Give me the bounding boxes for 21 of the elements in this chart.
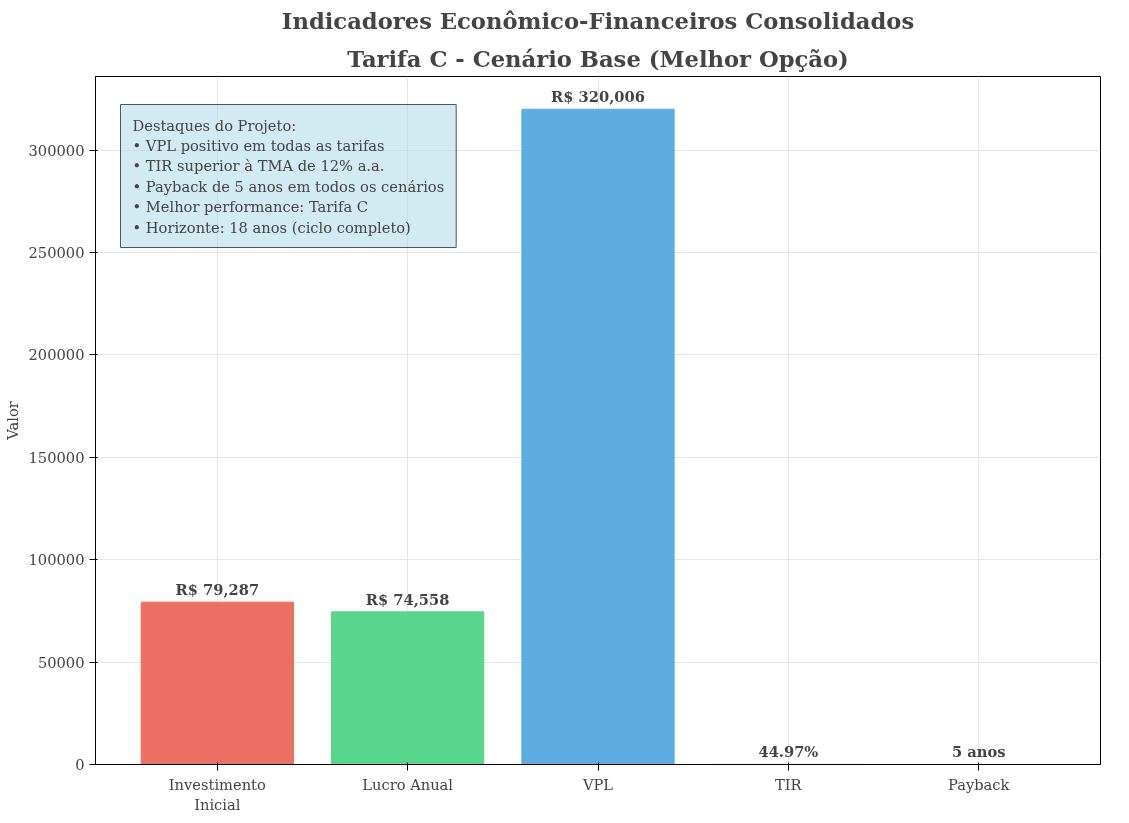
chart-title: Indicadores Econômico-Financeiros Consolidados [281, 7, 915, 34]
y-tick-label: 50000 [37, 653, 85, 671]
chart-subtitle: Tarifa C - Cenário Base (Melhor Opção) [347, 45, 849, 72]
data-label: R$ 74,558 [365, 590, 450, 608]
y-tick-label: 0 [75, 756, 85, 773]
data-label: 44.97% [758, 743, 819, 761]
y-tick-label: 150000 [28, 448, 85, 466]
annotation: Destaques do Projeto: • VPL positivo em todas as tarifas • TIR superior à TMA de 12% a.a. • Payback de 5 anos em todos os cenários • Melhor performance: Tarifa C • Horizonte: 18 anos (ciclo completo) [132, 116, 445, 236]
x-tick-label: TIR [775, 775, 803, 793]
data-label: R$ 79,287 [175, 581, 260, 599]
y-tick-label: 250000 [28, 244, 85, 262]
y-tick-label: 200000 [28, 346, 85, 364]
data-label: 5 anos [951, 743, 1006, 761]
y-tick-label: 300000 [28, 141, 85, 159]
x-tick-label: VPL [581, 775, 614, 793]
x-tick-label: Payback [947, 775, 1010, 793]
x-tick-label: Lucro Anual [362, 775, 454, 793]
y-tick-label: 100000 [28, 551, 85, 569]
data-label: R$ 320,006 [551, 88, 645, 106]
y-axis-title: Valor [3, 401, 21, 441]
x-tick-label: Investimento Inicial [168, 775, 266, 813]
